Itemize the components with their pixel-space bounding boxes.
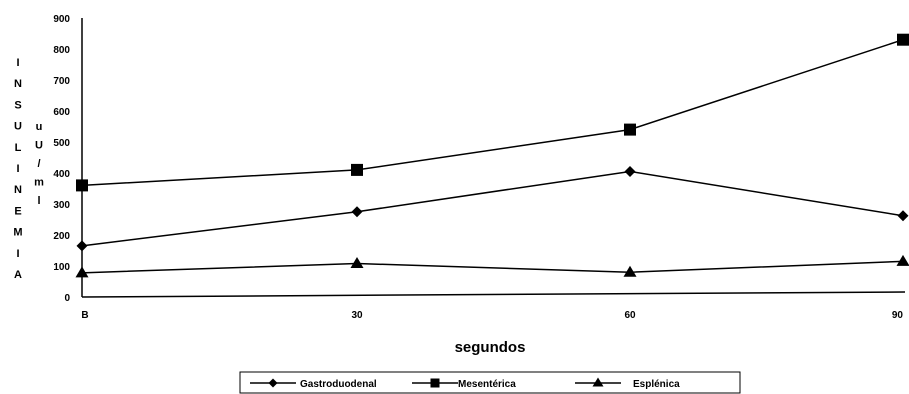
series-square (76, 33, 909, 192)
y-tick-label: 400 (53, 169, 70, 180)
triangle-marker (623, 265, 637, 277)
y-tick-label: 0 (64, 293, 70, 304)
y-tick-label: 600 (53, 107, 70, 118)
y-axis-unit-char: u (36, 121, 43, 133)
y-axis-label-char: S (14, 99, 21, 111)
y-axis-label-char: I (16, 248, 19, 260)
y-axis-label-char: M (13, 227, 22, 239)
y-axis-label-char: L (15, 142, 22, 154)
y-axis-label-char: I (16, 57, 19, 69)
x-axis (81, 291, 906, 298)
y-axis-unit-char: l (37, 195, 40, 207)
diamond-marker (624, 165, 636, 177)
y-axis-label-char: I (16, 163, 19, 175)
x-tick-label: B (81, 310, 88, 321)
legend-item: Mesentérica (412, 378, 516, 390)
legend-label: Gastroduodenal (300, 379, 377, 390)
y-axis-unit-label: uU / ml (34, 121, 44, 207)
diamond-marker (351, 206, 363, 218)
y-axis-unit-char: m (34, 177, 44, 189)
y-tick-label: 500 (53, 138, 70, 149)
triangle-marker (350, 257, 364, 269)
triangle-marker (75, 266, 89, 278)
square-marker (76, 179, 88, 192)
triangle-marker (592, 377, 604, 387)
square-marker (430, 378, 440, 388)
square-marker (897, 33, 909, 46)
series-triangle (75, 254, 909, 278)
chart-axes (81, 18, 906, 298)
square-marker (351, 163, 363, 176)
series-diamond (76, 165, 909, 252)
series-layer (75, 33, 909, 278)
triangle-marker (896, 254, 909, 266)
square-marker (624, 123, 636, 136)
legend-label: Esplénica (633, 379, 680, 390)
y-axis-unit-char: / (37, 158, 40, 170)
y-axis-label-char: U (14, 121, 22, 133)
y-tick-labels: 0 100 200 300 400 500 600 700 800 900 (53, 14, 70, 304)
series-line (81, 170, 904, 247)
legend-label: Mesentérica (458, 379, 516, 390)
diamond-marker (897, 210, 909, 222)
y-tick-label: 800 (53, 45, 70, 56)
x-tick-label: 30 (351, 310, 363, 321)
x-tick-label: 90 (892, 310, 904, 321)
y-tick-label: 700 (53, 76, 70, 87)
y-axis-label-char: N (14, 184, 22, 196)
y-axis-label-char: A (14, 269, 22, 281)
y-tick-label: 200 (53, 231, 70, 242)
x-tick-label: 60 (624, 310, 636, 321)
y-axis-unit-char: U (35, 140, 43, 152)
legend: Gastroduodenal Mesentérica Esplénica (239, 371, 741, 394)
diamond-marker (76, 240, 88, 252)
series-line (81, 38, 904, 187)
legend-item: Esplénica (575, 377, 680, 390)
x-tick-labels: B 30 60 90 (81, 310, 903, 321)
y-axis-label-char: E (14, 205, 21, 217)
series-line (81, 260, 904, 274)
y-tick-label: 100 (53, 262, 70, 273)
y-axis-label-char: N (14, 78, 22, 90)
y-tick-label: 300 (53, 200, 70, 211)
legend-box (239, 371, 741, 394)
legend-item: Gastroduodenal (250, 378, 377, 390)
x-axis-label: segundos (455, 339, 526, 356)
diamond-marker (268, 378, 278, 388)
y-tick-label: 900 (53, 14, 70, 25)
